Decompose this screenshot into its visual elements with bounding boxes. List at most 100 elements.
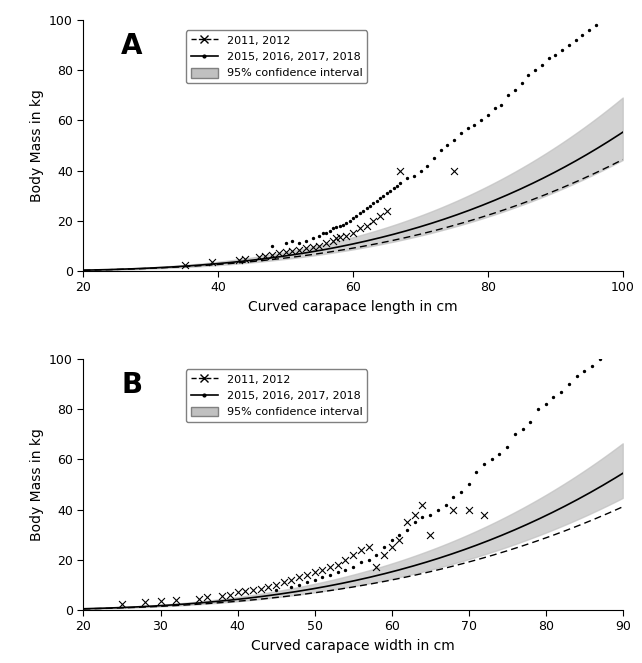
Point [273,248,284,259]
Point [240,254,250,265]
Point [286,575,297,585]
2015, 2016, 2017, 2018 [619,128,627,136]
Point [302,577,312,587]
Point [433,505,443,515]
2011, 2012 [534,194,542,202]
Point [449,165,460,176]
Point [342,231,352,241]
Point [361,221,372,231]
Line: 2011, 2012: 2011, 2012 [83,160,623,271]
Point [294,572,304,583]
Text: B: B [121,371,143,399]
Point [372,196,382,206]
Point [541,398,551,409]
Point [464,505,474,515]
Point [530,65,540,76]
Point [533,404,543,414]
2015, 2016, 2017, 2018 [534,177,542,185]
Point [263,582,273,593]
Point [425,529,435,540]
Point [503,90,513,101]
Point [371,562,381,573]
Point [523,70,534,80]
Point [267,249,277,260]
Point [402,524,412,535]
2015, 2016, 2017, 2018 [399,228,406,236]
Line: 2015, 2016, 2017, 2018: 2015, 2016, 2017, 2018 [83,132,623,271]
Point [381,188,392,198]
Point [324,225,334,236]
Point [333,567,343,577]
2011, 2012 [401,573,408,581]
Point [271,585,281,595]
Point [394,534,404,545]
Point [351,210,361,221]
Legend: 2011, 2012, 2015, 2016, 2017, 2018, 95% confidence interval: 2011, 2012, 2015, 2016, 2017, 2018, 95% … [186,30,367,83]
Point [392,180,402,191]
Point [489,103,499,113]
Point [395,165,406,176]
Point [496,100,507,111]
Point [365,200,375,211]
Point [456,487,466,497]
Point [435,145,446,156]
Point [327,235,338,246]
Point [334,232,345,243]
Point [410,509,420,520]
Point [517,424,528,434]
2015, 2016, 2017, 2018 [568,159,576,167]
Point [402,516,412,527]
Point [356,544,366,555]
Point [300,235,311,246]
Point [202,592,212,603]
Point [469,120,480,131]
2015, 2016, 2017, 2018 [410,562,417,570]
Point [354,223,365,233]
Point [321,238,331,249]
Point [368,215,378,226]
Point [294,245,304,255]
Point [394,529,404,540]
2015, 2016, 2017, 2018 [410,225,417,233]
Point [448,492,458,503]
Point [361,203,372,213]
Point [248,585,258,595]
Point [342,218,352,229]
2015, 2016, 2017, 2018 [399,565,406,573]
Point [483,110,493,121]
Point [479,509,489,520]
Point [225,589,235,600]
Point [368,198,378,208]
Point [240,586,250,597]
Point [371,550,381,560]
Point [571,371,582,382]
Point [375,193,385,204]
Point [281,247,291,257]
Point [302,570,312,580]
2015, 2016, 2017, 2018 [619,469,627,477]
Point [425,509,435,520]
Point [267,241,277,251]
Point [375,210,385,221]
Point [379,542,389,552]
Point [309,567,320,577]
Point [340,564,351,575]
2011, 2012 [401,234,408,242]
Point [408,170,419,181]
Point [510,85,520,95]
Point [557,44,567,55]
Point [317,572,327,583]
Point [294,238,304,249]
2011, 2012 [399,234,406,242]
2015, 2016, 2017, 2018 [534,515,542,523]
Point [140,597,150,608]
2011, 2012 [82,267,89,274]
Point [587,361,597,372]
2011, 2012 [399,573,406,581]
Point [494,449,505,459]
Point [281,238,291,249]
Point [317,564,327,575]
Point [537,60,547,70]
Point [510,429,520,440]
Point [448,505,458,515]
